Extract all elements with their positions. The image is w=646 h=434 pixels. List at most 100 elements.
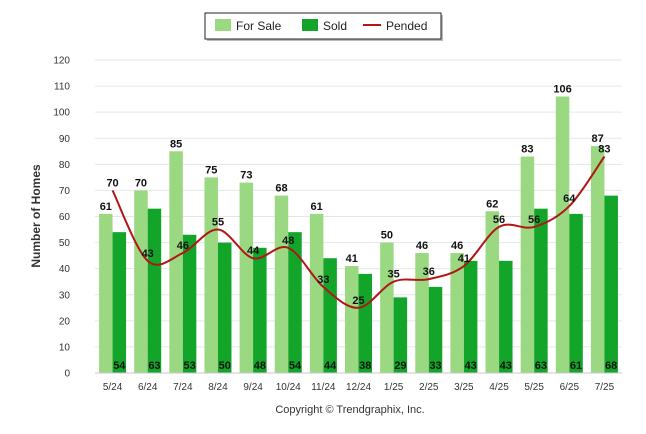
x-tick-label-6-24: 6/24	[138, 382, 158, 393]
y-tick-label: 80	[59, 160, 71, 171]
bar-sold-6-25	[569, 213, 583, 373]
x-tick-label-7-25: 7/25	[595, 382, 615, 393]
axes: 0 10 20 30 40 50 60 70 80 90 100 110 120 5/24 6/24 7/24…	[53, 56, 622, 393]
legend-label-pended: Pended	[386, 19, 427, 33]
x-tick-label-11-24: 11/24	[311, 382, 336, 393]
y-tick-label: 0	[64, 369, 70, 380]
bar-for-sale-4-25	[485, 211, 500, 373]
bar-sold-8-24	[217, 242, 232, 373]
label-sold-5-24: 54	[113, 360, 126, 372]
label-for-sale-3-25: 46	[451, 240, 463, 252]
label-pended-7-25: 83	[598, 144, 610, 156]
label-sold-9-24: 48	[254, 360, 266, 372]
bar-sold-5-25	[534, 208, 548, 373]
x-tick-label-8-24: 8/24	[208, 382, 228, 393]
x-tick-label-12-24: 12/24	[346, 382, 371, 393]
label-sold-11-24: 44	[324, 360, 337, 372]
label-for-sale-12-24: 41	[346, 253, 358, 265]
label-pended-11-24: 33	[317, 274, 329, 286]
label-for-sale-11-24: 61	[310, 201, 322, 213]
bar-for-sale-6-25	[555, 96, 570, 374]
label-pended-1-25: 35	[388, 269, 400, 281]
bar-for-sale-10-24	[274, 195, 289, 373]
label-sold-3-25: 43	[465, 360, 477, 372]
label-for-sale-5-25: 83	[521, 144, 533, 156]
bar-for-sale-11-24	[309, 213, 324, 373]
label-pended-3-25: 41	[458, 253, 470, 265]
bar-sold-2-25	[428, 286, 443, 373]
x-tick-label-10-24: 10/24	[276, 382, 301, 393]
y-tick-label: 60	[59, 212, 71, 223]
label-sold-5-25: 63	[535, 360, 547, 372]
label-for-sale-6-24: 70	[135, 177, 147, 189]
label-pended-5-24: 70	[106, 177, 118, 189]
bar-sold-10-24	[288, 232, 302, 373]
x-tick-label-2-25: 2/25	[419, 382, 439, 393]
label-sold-7-24: 53	[183, 360, 195, 372]
label-pended-8-24: 55	[212, 217, 224, 229]
bar-for-sale-2-25	[415, 253, 429, 373]
x-tick-label-5-24: 5/24	[103, 382, 123, 393]
y-tick-label: 70	[59, 186, 71, 197]
y-tick-label: 50	[59, 238, 71, 249]
y-tick-label: 110	[54, 82, 70, 93]
label-sold-2-25: 33	[429, 360, 441, 372]
label-pended-4-25: 56	[493, 214, 505, 226]
label-sold-6-25: 61	[570, 360, 582, 372]
x-tick-label-7-24: 7/24	[173, 382, 193, 393]
x-tick-label-3-25: 3/25	[454, 382, 474, 393]
label-for-sale-7-25: 87	[592, 133, 604, 145]
legend-swatch-sold	[302, 19, 318, 31]
bar-for-sale-6-24	[134, 190, 148, 373]
y-axis-title: Number of Homes	[29, 164, 43, 268]
x-tick-label-5-25: 5/25	[524, 382, 544, 393]
label-pended-5-25: 56	[528, 214, 540, 226]
legend-swatch-for-sale	[215, 19, 231, 31]
bar-sold-3-25	[463, 260, 478, 373]
bar-for-sale-8-24	[204, 177, 218, 373]
bar-for-sale-5-25	[520, 156, 535, 373]
legend: For Sale Sold Pended	[204, 12, 443, 41]
bar-for-sale-3-25	[450, 253, 464, 373]
y-tick-label: 100	[53, 108, 70, 119]
label-for-sale-7-24: 85	[170, 138, 182, 150]
bar-sold-11-24	[323, 258, 337, 373]
label-pended-6-25: 64	[563, 193, 576, 205]
label-for-sale-10-24: 68	[275, 183, 287, 195]
legend-label-for-sale: For Sale	[236, 19, 282, 33]
bar-for-sale-12-24	[345, 266, 359, 373]
x-tick-label-9-24: 9/24	[243, 382, 263, 393]
y-tick-label: 90	[59, 134, 71, 145]
label-sold-6-24: 63	[148, 360, 160, 372]
label-pended-9-24: 44	[247, 245, 260, 257]
label-sold-8-24: 50	[219, 360, 231, 372]
label-for-sale-5-24: 61	[100, 201, 112, 213]
y-tick-label: 10	[59, 342, 71, 353]
x-tick-label-4-25: 4/25	[489, 382, 509, 393]
bar-sold-1-25	[393, 297, 408, 373]
label-for-sale-9-24: 73	[240, 170, 252, 182]
label-sold-10-24: 54	[289, 360, 302, 372]
label-sold-12-24: 38	[359, 360, 371, 372]
y-tick-label: 40	[59, 264, 71, 275]
y-tick-label: 120	[53, 56, 70, 67]
label-pended-6-24: 43	[142, 248, 154, 260]
label-pended-12-24: 25	[352, 295, 364, 307]
label-for-sale-4-25: 62	[486, 198, 498, 210]
legend-label-sold: Sold	[323, 19, 347, 33]
label-sold-1-25: 29	[394, 360, 406, 372]
copyright-text: Copyright © Trendgraphix, Inc.	[275, 404, 424, 416]
bar-sold-9-24	[253, 247, 267, 373]
y-tick-label: 30	[59, 290, 71, 301]
bar-sold-4-25	[499, 260, 513, 373]
x-tick-label-1-25: 1/25	[384, 382, 404, 393]
label-for-sale-1-25: 50	[381, 230, 393, 242]
label-sold-4-25: 43	[500, 360, 512, 372]
bar-sold-7-24	[182, 234, 197, 373]
label-pended-10-24: 48	[282, 235, 294, 247]
label-for-sale-2-25: 46	[416, 240, 428, 252]
bar-for-sale-7-24	[169, 151, 183, 373]
bar-sold-12-24	[358, 273, 372, 373]
label-for-sale-8-24: 75	[205, 164, 217, 176]
